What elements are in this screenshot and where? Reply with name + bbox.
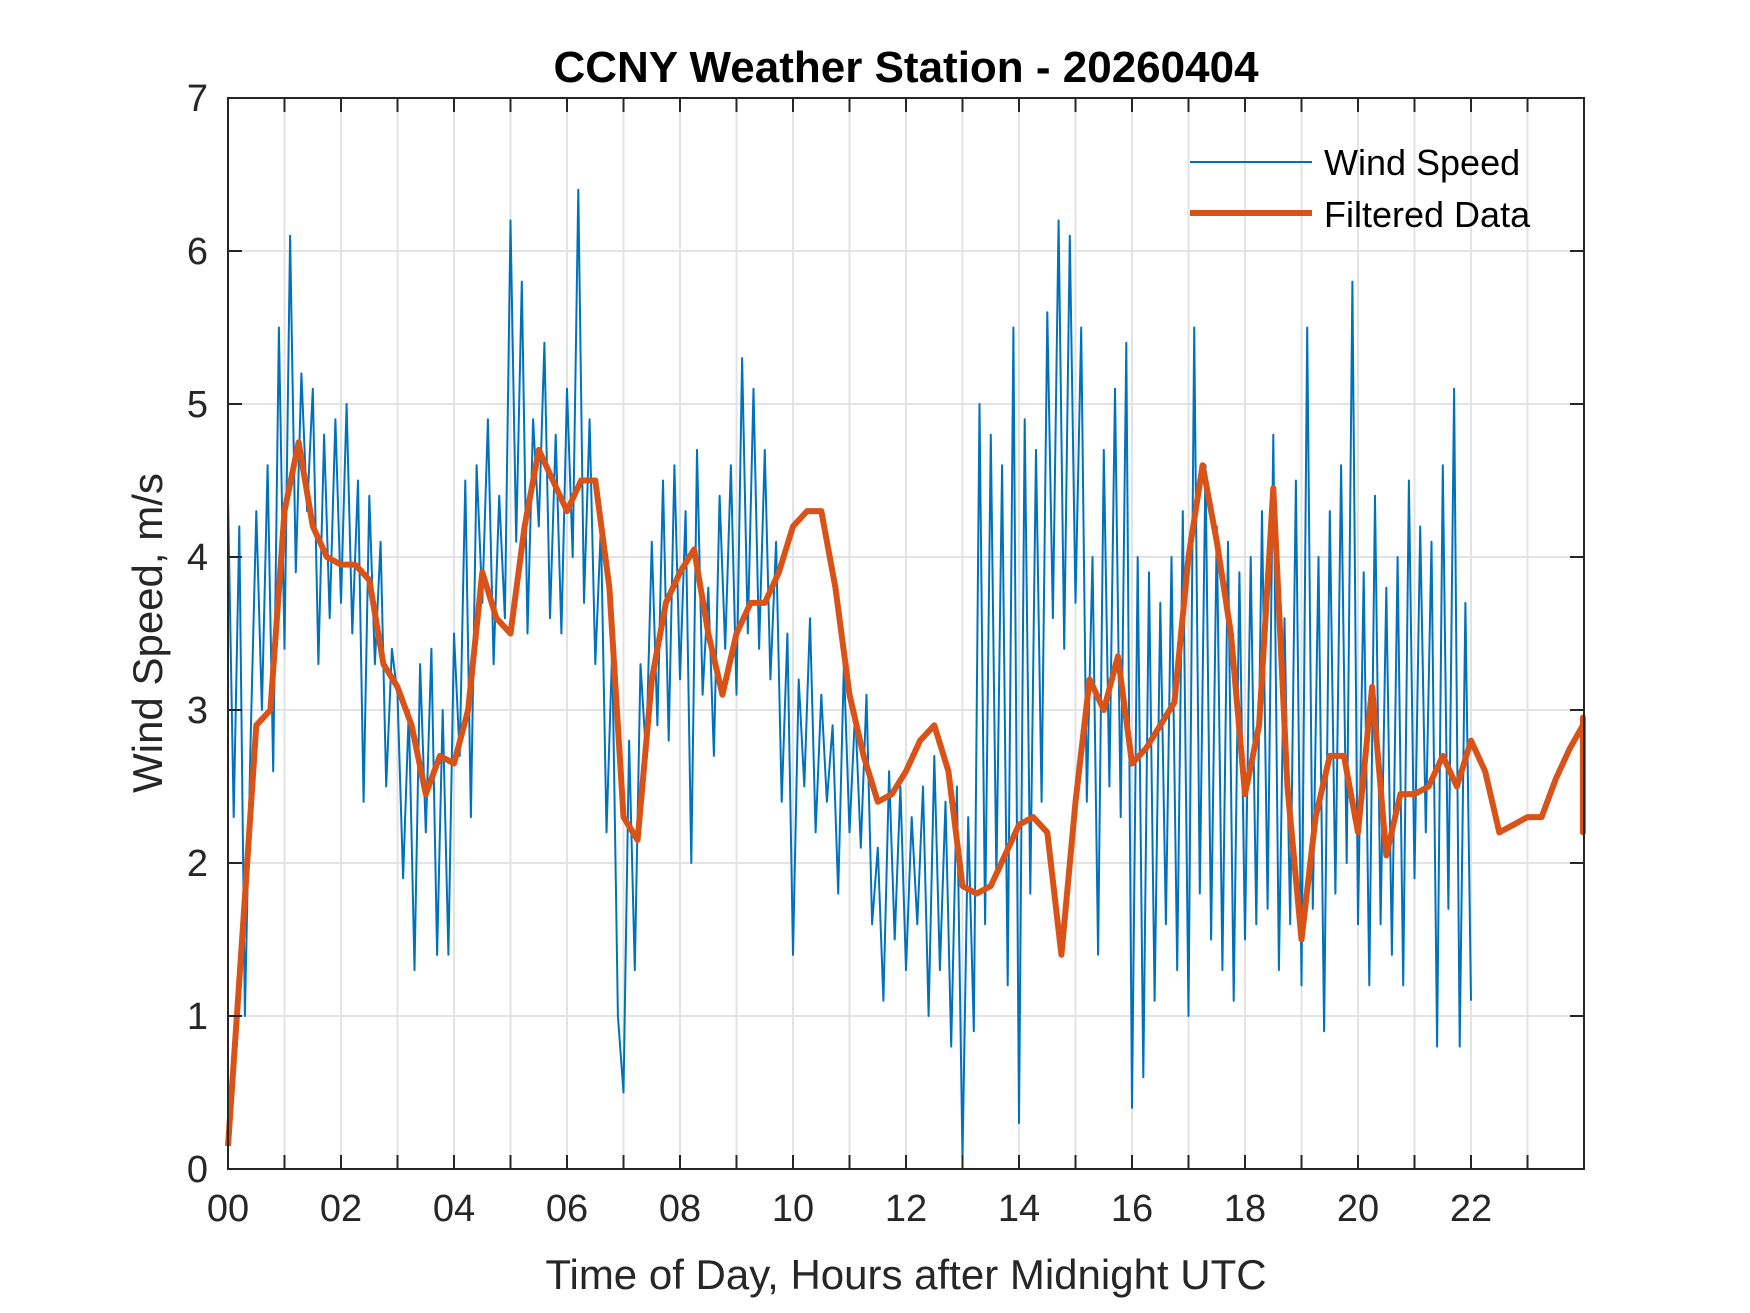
y-tick-label: 7 <box>187 78 208 120</box>
y-tick-labels: 0 1 2 3 4 5 6 7 <box>187 78 208 1191</box>
x-axis-label: Time of Day, Hours after Midnight UTC <box>545 1251 1266 1298</box>
y-tick-label: 0 <box>187 1149 208 1191</box>
x-tick-label: 10 <box>772 1188 814 1230</box>
y-tick-label: 6 <box>187 231 208 273</box>
x-tick-label: 12 <box>885 1188 927 1230</box>
x-tick-label: 06 <box>546 1188 588 1230</box>
x-tick-label: 00 <box>207 1188 249 1230</box>
y-tick-label: 4 <box>187 537 208 579</box>
legend-label-wind-speed: Wind Speed <box>1324 142 1520 183</box>
x-tick-label: 14 <box>998 1188 1040 1230</box>
x-tick-label: 20 <box>1337 1188 1379 1230</box>
x-tick-labels: 00 02 04 06 08 10 12 14 16 18 20 22 <box>207 1188 1492 1230</box>
series-layer <box>225 188 1586 1160</box>
y-tick-label: 5 <box>187 384 208 426</box>
x-tick-label: 22 <box>1450 1188 1492 1230</box>
x-tick-label: 18 <box>1224 1188 1266 1230</box>
y-tick-label: 2 <box>187 843 208 885</box>
x-tick-label: 16 <box>1111 1188 1153 1230</box>
x-tick-label: 02 <box>320 1188 362 1230</box>
series-filtered-data-line <box>225 439 1586 1147</box>
grid <box>228 98 1584 1169</box>
chart-title: CCNY Weather Station - 20260404 <box>553 43 1259 92</box>
ticks <box>228 98 1584 1169</box>
legend: Wind Speed Filtered Data <box>1190 142 1531 235</box>
legend-label-filtered-data: Filtered Data <box>1324 194 1531 235</box>
y-tick-label: 1 <box>187 996 208 1038</box>
x-tick-label: 08 <box>659 1188 701 1230</box>
y-tick-label: 3 <box>187 690 208 732</box>
y-axis-label: Wind Speed, m/s <box>124 473 171 793</box>
x-tick-label: 04 <box>433 1188 475 1230</box>
